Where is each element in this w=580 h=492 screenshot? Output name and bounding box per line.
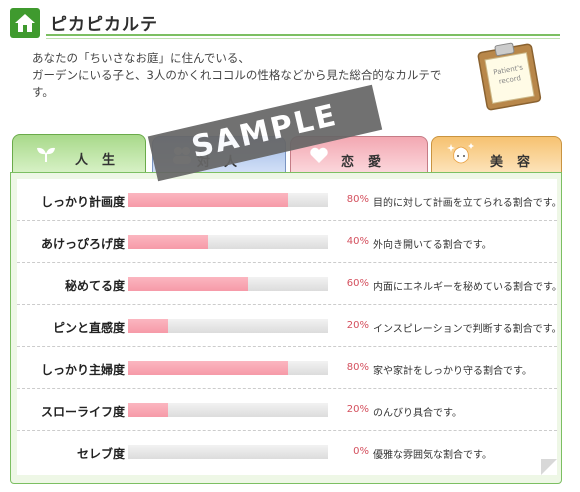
- trait-percent: 20%: [346, 320, 369, 331]
- trait-label: 秘めてる度: [64, 279, 125, 293]
- trait-description: 家や家計をしっかり守る割合です。: [373, 366, 532, 377]
- intro-text: あなたの「ちいさなお庭」に住んでいる、 ガーデンにいる子と、3人のかくれココルの…: [32, 50, 452, 101]
- trait-percent: 0%: [353, 446, 369, 457]
- trait-bar-fill: [128, 235, 208, 249]
- intro-line-2: ガーデンにいる子と、3人のかくれココルの性格などから見た総合的なカルテで: [32, 68, 442, 82]
- clipboard-icon: Patient's record: [473, 37, 546, 113]
- intro-line-3: す。: [32, 85, 54, 99]
- trait-label: あけっぴろげ度: [40, 237, 125, 251]
- chart-panel: しっかり計画度 80% 目的に対して計画を立てられる割合です。あけっぴろげ度 40% 外…: [10, 172, 562, 484]
- trait-label: しっかり主婦度: [40, 363, 125, 377]
- tab-label: 美容: [490, 155, 545, 170]
- trait-label: スローライフ度: [40, 405, 125, 419]
- trait-row: セレブ度 0% 優雅な雰囲気な割合です。: [17, 431, 557, 473]
- trait-bar-fill: [128, 361, 288, 375]
- trait-label: セレブ度: [76, 447, 125, 461]
- trait-description: 目的に対して計画を立てられる割合です。: [373, 198, 562, 209]
- trait-row: あけっぴろげ度 40% 外向き開いてる割合です。: [17, 221, 557, 263]
- page-title: ピカピカルテ: [50, 15, 158, 35]
- trait-percent: 20%: [346, 404, 369, 415]
- page-curl: [541, 459, 557, 475]
- trait-percent: 80%: [346, 194, 369, 205]
- tab-label: 人生: [75, 153, 130, 168]
- trait-description: 外向き開いてる割合です。: [373, 240, 492, 251]
- intro-line-1: あなたの「ちいさなお庭」に住んでいる、: [32, 51, 250, 65]
- trait-percent: 80%: [346, 362, 369, 373]
- trait-description: のんびり具合です。: [373, 408, 462, 419]
- tab-label: 恋愛: [341, 155, 396, 170]
- trait-percent: 60%: [346, 278, 369, 289]
- trait-bar-track: [128, 403, 328, 417]
- trait-bar-track: [128, 277, 328, 291]
- trait-bar-track: [128, 193, 328, 207]
- header-divider: [46, 34, 560, 36]
- trait-label: ピンと直感度: [52, 321, 125, 335]
- tab-beauty[interactable]: 美容: [431, 136, 562, 172]
- chart-panel-inner: しっかり計画度 80% 目的に対して計画を立てられる割合です。あけっぴろげ度 40% 外…: [17, 179, 562, 475]
- sprout-icon: [37, 147, 55, 162]
- home-icon[interactable]: [10, 8, 40, 38]
- trait-bar-fill: [128, 193, 288, 207]
- trait-bar-track: [128, 445, 328, 459]
- clipboard-text-2: record: [498, 74, 521, 86]
- trait-row: しっかり主婦度 80% 家や家計をしっかり守る割合です。: [17, 347, 557, 389]
- heart-icon: [310, 147, 328, 163]
- trait-row: 秘めてる度 60% 内面にエネルギーを秘めている割合です。: [17, 263, 562, 305]
- trait-bar-track: [128, 319, 328, 333]
- trait-bar-fill: [128, 403, 168, 417]
- trait-bar-track: [128, 361, 328, 375]
- trait-description: インスピレーションで判断する割合です。: [373, 324, 562, 335]
- trait-bar-fill: [128, 319, 168, 333]
- trait-row: ピンと直感度 20% インスピレーションで判断する割合です。: [17, 305, 562, 347]
- trait-percent: 40%: [346, 236, 369, 247]
- header-divider-light: [46, 38, 560, 39]
- trait-description: 優雅な雰囲気な割合です。: [373, 450, 492, 461]
- sparkle-face-icon: [447, 143, 474, 164]
- trait-bar-fill: [128, 277, 248, 291]
- trait-label: しっかり計画度: [40, 195, 125, 209]
- trait-row: スローライフ度 20% のんびり具合です。: [17, 389, 557, 431]
- trait-bar-track: [128, 235, 328, 249]
- page-header: ピカピカルテ: [10, 8, 560, 39]
- trait-description: 内面にエネルギーを秘めている割合です。: [373, 282, 562, 293]
- tab-life[interactable]: 人生: [12, 134, 146, 174]
- trait-row: しっかり計画度 80% 目的に対して計画を立てられる割合です。: [17, 179, 562, 221]
